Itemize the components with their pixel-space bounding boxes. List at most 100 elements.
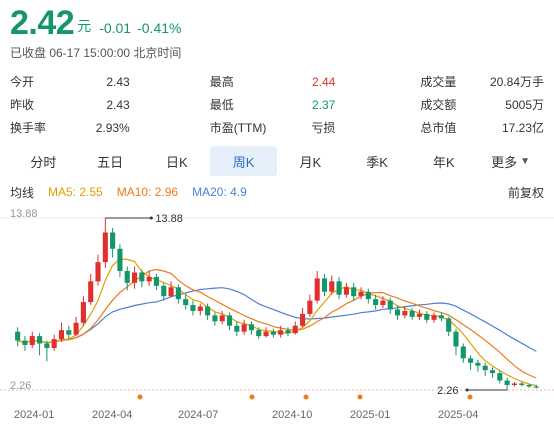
tab-yearly-k[interactable]: 年K — [411, 146, 478, 176]
ma-label: 均线 — [10, 185, 35, 200]
ma20-line — [17, 287, 537, 352]
candle-body — [80, 302, 86, 323]
candle-body — [365, 291, 371, 300]
tab-five-day[interactable]: 五日 — [77, 146, 144, 176]
candle-body — [219, 315, 225, 322]
candle-body — [102, 232, 108, 263]
candle-body — [205, 306, 211, 316]
candle-body — [438, 315, 444, 319]
stat-label: 最高 — [209, 75, 234, 89]
stat-label: 今开 — [10, 75, 35, 89]
tab-intraday[interactable]: 分时 — [10, 146, 77, 176]
min-marker-label: 2.26 — [437, 385, 458, 397]
stat-label: 总市值 — [420, 121, 457, 135]
stats-grid: 今开 2.43 最高 2.44 成交量 20.84万手 昨收 2.43 最低 2.37 成… — [10, 70, 544, 139]
candle-body — [168, 287, 174, 297]
candle-body — [497, 373, 503, 381]
kline-svg: 13.88 2.26 13.88 2.26 2024-01 2024-04 2024-07 2… — [0, 208, 554, 421]
stats-row: 昨收 2.43 最低 2.37 成交额 5005万 — [10, 93, 544, 116]
candle-body — [241, 324, 247, 332]
stat-label: 换手率 — [10, 121, 47, 135]
candle-body — [314, 278, 320, 301]
candle-body — [416, 313, 423, 317]
candle-body — [110, 232, 116, 249]
tab-label: 年K — [433, 154, 455, 170]
x-axis-label: 2024-01 — [14, 409, 54, 421]
stat-value: 2.43 — [106, 97, 130, 112]
candle-body — [387, 300, 393, 310]
tab-daily-k[interactable]: 日K — [144, 146, 211, 176]
candle-body — [307, 300, 313, 314]
max-marker-dot — [149, 216, 153, 220]
stat-label: 昨收 — [10, 98, 35, 112]
x-axis-label: 2024-07 — [178, 409, 218, 421]
candle-body — [153, 276, 160, 286]
stat-pe-ttm: 市盈(TTM) 亏损 — [210, 119, 336, 136]
candle-body — [329, 281, 335, 292]
candle-body — [190, 305, 196, 311]
candle-body — [234, 325, 240, 332]
candle-body — [197, 306, 203, 311]
tab-monthly-k[interactable]: 月K — [277, 146, 344, 176]
event-dot — [467, 394, 473, 400]
candle-body — [394, 309, 401, 316]
stat-volume: 成交量 20.84万手 — [420, 73, 544, 90]
event-dot — [303, 394, 309, 400]
stat-value: 2.44 — [311, 74, 336, 89]
candle-body — [278, 330, 284, 335]
y-axis-max-label: 13.88 — [10, 208, 38, 220]
stat-turnover-rate: 换手率 2.93% — [10, 119, 130, 136]
candle-body — [424, 313, 430, 320]
event-dot — [137, 394, 143, 400]
candle-body — [336, 281, 342, 295]
candle-body — [212, 315, 218, 322]
candle-body — [117, 248, 123, 271]
candle-body — [256, 330, 262, 337]
x-axis-label: 2024-10 — [272, 409, 312, 421]
stat-value: 20.84万手 — [489, 75, 544, 89]
candle-body — [226, 315, 233, 326]
candle-body — [373, 299, 379, 306]
candle-body — [475, 362, 481, 366]
candle-body — [58, 330, 65, 340]
stat-label: 成交量 — [420, 75, 457, 89]
candle-body — [270, 331, 276, 335]
tab-more[interactable]: 更多 ▼ — [477, 146, 544, 176]
candle-body — [460, 346, 466, 359]
stat-market-cap: 总市值 17.23亿 — [420, 119, 544, 136]
candle-body — [519, 383, 525, 385]
candle-body — [139, 272, 145, 282]
stat-label: 成交额 — [420, 98, 457, 112]
candle-body — [526, 384, 532, 387]
candle-body — [248, 324, 254, 331]
stats-row: 换手率 2.93% 市盈(TTM) 亏损 总市值 17.23亿 — [10, 116, 544, 139]
tab-quarterly-k[interactable]: 季K — [344, 146, 411, 176]
tab-label: 季K — [366, 154, 388, 170]
candle-body — [73, 322, 79, 335]
ma-legend: 均线 MA5: 2.55 MA10: 2.96 MA20: 4.9 前复权 — [10, 184, 544, 200]
candle-body — [292, 325, 298, 334]
candle-body — [66, 330, 72, 335]
quote-header: 2.42 元 -0.01 -0.41% — [10, 2, 181, 42]
stat-value: 5005万 — [505, 98, 544, 112]
adjust-mode-button[interactable]: 前复权 — [507, 185, 544, 200]
tab-label: 分时 — [30, 154, 57, 170]
candle-body — [409, 310, 415, 317]
stat-value: 亏损 — [311, 121, 336, 135]
candle-body — [183, 299, 189, 306]
stat-label: 市盈(TTM) — [209, 121, 267, 135]
stat-value: 2.37 — [311, 97, 336, 112]
candle-body — [22, 340, 28, 346]
stat-turnover-amount: 成交额 5005万 — [420, 96, 544, 113]
candle-body — [95, 262, 101, 282]
stat-label: 最低 — [209, 98, 234, 112]
stat-prev-close: 昨收 2.43 — [10, 96, 130, 113]
stat-high: 最高 2.44 — [210, 73, 336, 90]
kline-chart[interactable]: 13.88 2.26 13.88 2.26 2024-01 2024-04 2024-07 2… — [0, 204, 554, 428]
tab-weekly-k[interactable]: 周K — [210, 146, 277, 176]
min-marker-dot — [465, 388, 469, 392]
candle-body — [44, 343, 50, 348]
candle-body — [146, 276, 152, 282]
candle-body — [533, 386, 539, 388]
candle-body — [124, 270, 130, 283]
